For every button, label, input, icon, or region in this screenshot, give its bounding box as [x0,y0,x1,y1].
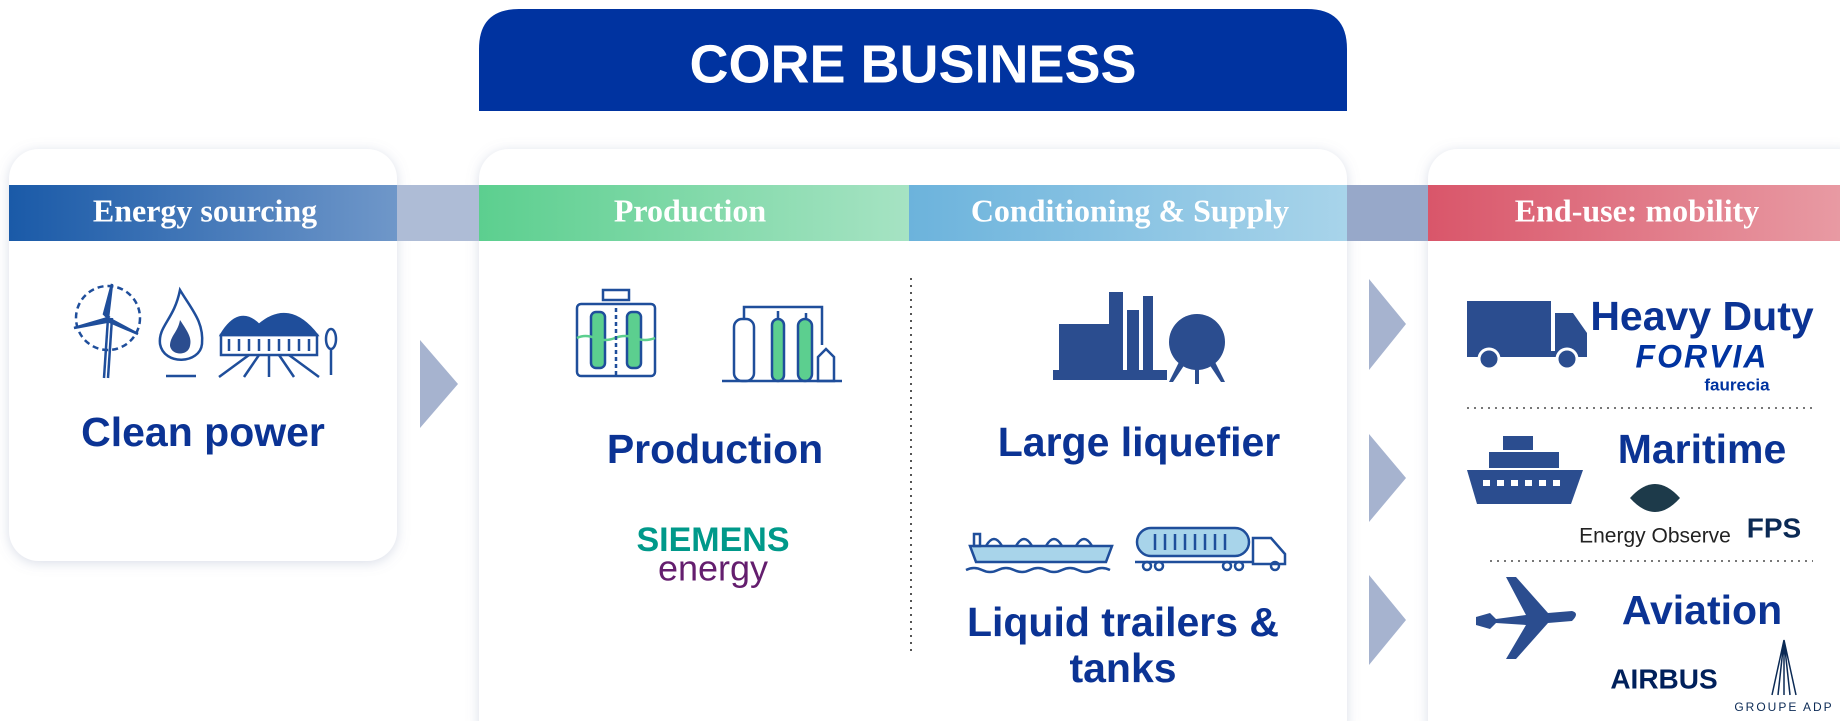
card [1428,149,1840,721]
band [9,185,397,241]
header-box [479,9,1347,111]
logo: GROUPE ADP [1734,700,1833,714]
plant-icon [722,305,842,383]
logo-mark [1771,639,1797,696]
band [1428,185,1840,241]
logo-mark [1630,484,1680,512]
connector [1347,185,1428,241]
card [9,149,397,561]
band-label: Conditioning & Supply [971,192,1289,228]
band-label: Production [614,192,767,228]
arrows [420,279,1406,665]
logo: faurecia [1704,375,1770,394]
electrolyzer-icon [575,288,657,378]
logo: Energy Observe [1579,525,1731,548]
connector [397,185,479,241]
card [479,149,1347,721]
stage-label: Clean power [81,409,325,455]
plane-icon [1476,577,1576,659]
trailer-icon [1135,526,1287,572]
stage-label: Aviation [1622,587,1782,633]
band-label: End-use: mobility [1515,192,1759,228]
band [909,185,1347,241]
logo: FPS [1747,512,1801,543]
tanker-icon [965,532,1114,574]
stage-label: Large liquefier [998,419,1281,465]
logo: FORVIA [1636,338,1769,374]
stage-label: Liquid trailers & [967,599,1279,645]
stage-label: Maritime [1618,426,1787,472]
stage-label: tanks [1069,645,1176,691]
band [479,185,909,241]
truck-icon [1467,301,1587,371]
sourcing-icons [73,283,338,379]
band-label: Energy sourcing [93,192,317,228]
stage-label: Production [607,426,823,472]
logo: SIEMENS [636,521,789,559]
ship-icon [1467,436,1583,504]
stage-label: Heavy Duty [1590,293,1814,339]
logo: energy [658,548,768,589]
liquefier-icon [1053,292,1225,384]
header-title: CORE BUSINESS [689,34,1136,94]
logo: AIRBUS [1610,663,1717,694]
